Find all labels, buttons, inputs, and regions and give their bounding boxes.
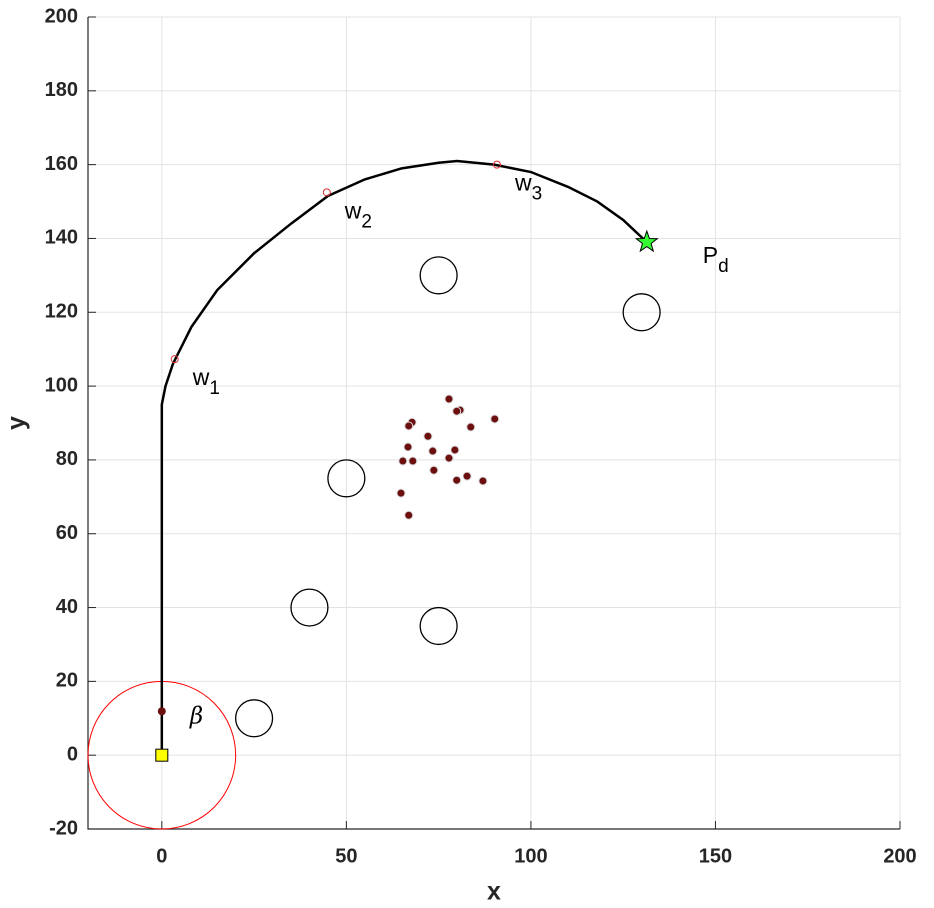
y-tick-label: 100	[45, 374, 78, 396]
sensing-label: β	[189, 703, 203, 729]
swarm-agent	[462, 471, 472, 481]
label-subscript: 2	[361, 211, 372, 232]
waypoint-label: w2	[344, 197, 372, 232]
y-tick-label: 160	[45, 153, 78, 175]
x-tick-label: 150	[699, 845, 732, 867]
y-tick-label: 140	[45, 227, 78, 249]
waypoint	[322, 188, 331, 197]
y-axis-label: y	[3, 416, 31, 430]
goal-label: Pd	[703, 242, 729, 277]
swarm-agent	[429, 465, 439, 475]
y-tick-label: 40	[56, 596, 78, 618]
swarm-agent	[404, 510, 414, 520]
swarm-agent	[478, 476, 488, 486]
swarm-agent	[408, 456, 418, 466]
waypoint	[492, 160, 501, 169]
swarm-agent	[444, 453, 454, 463]
waypoint-label: w1	[192, 364, 220, 399]
label-text: w	[192, 364, 210, 390]
swarm-agent	[452, 406, 462, 416]
label-text: P	[703, 242, 718, 268]
goal-marker	[634, 229, 659, 253]
y-tick-label: 180	[45, 79, 78, 101]
swarm-agent	[398, 456, 408, 466]
axes-frame	[87, 17, 900, 830]
swarm-agent	[396, 488, 406, 498]
x-tick-label: 100	[514, 845, 547, 867]
y-tick-label: 60	[56, 522, 78, 544]
agent	[157, 707, 166, 716]
swarm-agent	[423, 431, 433, 441]
obstacle	[419, 606, 458, 646]
x-tick-label: 0	[156, 845, 167, 867]
y-tick-label: 80	[56, 448, 78, 470]
x-tick-label: 50	[335, 845, 357, 867]
waypoint-label: w3	[514, 170, 542, 205]
swarm-agent	[490, 414, 500, 424]
obstacle	[419, 256, 458, 295]
obstacle	[327, 459, 366, 498]
swarm-agent	[404, 421, 414, 431]
obstacle	[234, 699, 274, 738]
swarm-agent	[466, 422, 476, 432]
y-tick-label: 200	[45, 5, 78, 27]
swarm-agent	[428, 446, 438, 456]
swarm-agent	[403, 442, 413, 452]
label-text: w	[514, 170, 532, 196]
y-tick-label: 0	[67, 743, 78, 765]
label-text: w	[344, 197, 362, 223]
label-subscript: d	[718, 256, 729, 277]
label-subscript: 3	[532, 184, 543, 205]
trajectory-line	[160, 159, 648, 756]
y-tick-label: 120	[45, 301, 78, 323]
start-marker	[155, 748, 169, 762]
swarm-agent	[444, 394, 454, 404]
y-tick-label: 20	[56, 670, 78, 692]
x-tick-label: 200	[883, 845, 916, 867]
swarm-agent	[450, 445, 460, 455]
obstacle	[622, 293, 661, 332]
y-tick-label: -20	[49, 817, 78, 839]
x-axis-label: x	[487, 878, 501, 906]
label-subscript: 1	[209, 378, 220, 399]
waypoint	[170, 355, 179, 364]
swarm-agent	[452, 475, 462, 485]
obstacle	[290, 588, 329, 627]
